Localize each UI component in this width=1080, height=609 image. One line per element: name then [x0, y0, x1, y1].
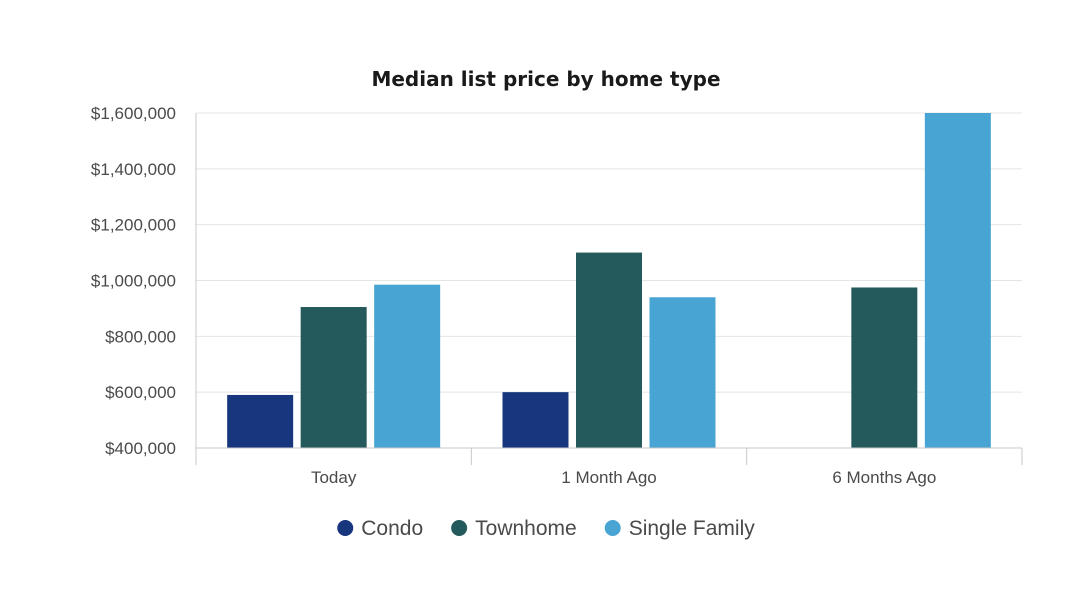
chart-title: Median list price by home type — [371, 67, 720, 91]
y-axis-ticks: $400,000 $600,000 $800,000 $1,000,000 $1,200… — [91, 104, 176, 458]
legend-label: Condo — [361, 517, 423, 540]
legend-label: Townhome — [475, 517, 577, 540]
y-tick-label: $600,000 — [105, 383, 176, 402]
x-axis-ticks: Today 1 Month Ago 6 Months Ago — [311, 468, 936, 487]
y-tick-label: $1,000,000 — [91, 272, 176, 291]
legend-marker-icon — [604, 520, 621, 536]
x-tick-label: Today — [311, 468, 357, 487]
legend-item[interactable]: Townhome — [451, 517, 577, 540]
bar-condo[interactable] — [227, 394, 294, 448]
legend-marker-icon — [451, 520, 468, 536]
y-tick-label: $400,000 — [105, 439, 176, 458]
bar-townhome[interactable] — [576, 252, 642, 448]
x-tick-label: 1 Month Ago — [561, 468, 656, 487]
legend-marker-icon — [337, 520, 354, 536]
legend-item[interactable]: Single Family — [604, 517, 756, 540]
bar-single-family[interactable] — [649, 297, 716, 448]
y-tick-label: $1,400,000 — [91, 160, 176, 179]
y-tick-label: $1,200,000 — [91, 216, 176, 235]
x-axis — [195, 113, 1023, 465]
x-tick-label: 6 Months Ago — [832, 468, 936, 487]
legend: Condo Townhome Single Family — [337, 517, 755, 540]
bar-single-family[interactable] — [924, 113, 991, 448]
bars — [227, 113, 991, 448]
legend-item[interactable]: Condo — [337, 517, 423, 540]
y-tick-label: $1,600,000 — [91, 104, 176, 123]
bar-townhome[interactable] — [851, 287, 918, 448]
y-tick-label: $800,000 — [105, 327, 176, 346]
bar-townhome[interactable] — [300, 307, 367, 448]
bar-condo[interactable] — [502, 392, 569, 448]
bar-single-family[interactable] — [374, 284, 441, 448]
legend-label: Single Family — [629, 517, 756, 540]
